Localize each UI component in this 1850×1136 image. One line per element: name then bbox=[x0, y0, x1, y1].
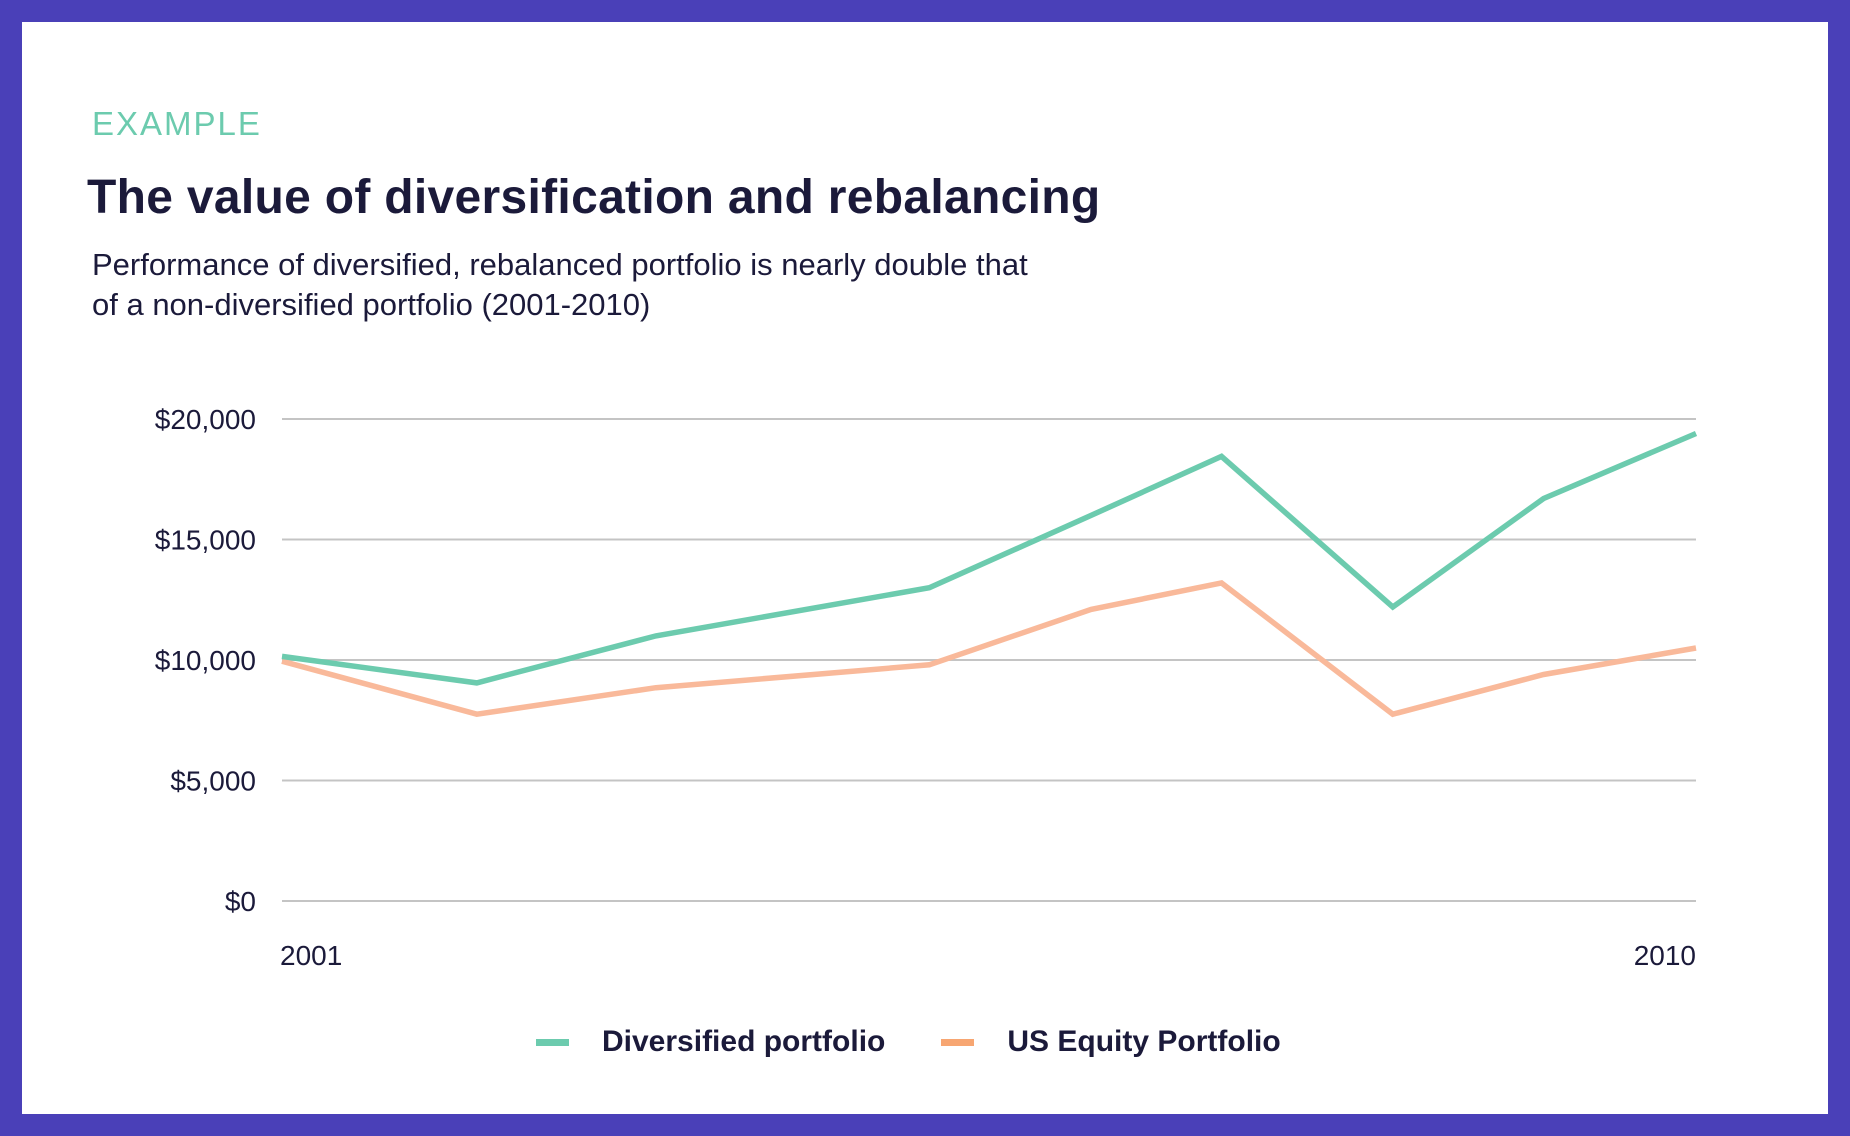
legend-swatch-us-equity bbox=[941, 1038, 975, 1046]
gridlines bbox=[282, 418, 1696, 902]
series-line-diversified bbox=[281, 430, 1698, 686]
series-line-us-equity bbox=[281, 579, 1697, 718]
legend-label: US Equity Portfolio bbox=[1007, 1025, 1281, 1058]
chart-title: The value of diversification and rebalan… bbox=[87, 171, 1101, 224]
chart-legend: Diversified portfolio US Equity Portfoli… bbox=[536, 1022, 1337, 1062]
legend-item-diversified: Diversified portfolio bbox=[536, 1022, 885, 1062]
legend-label: Diversified portfolio bbox=[602, 1025, 886, 1058]
legend-item-us-equity: US Equity Portfolio bbox=[941, 1022, 1281, 1062]
y-axis-ticks: $0 $5,000 $10,000 $15,000 $20,000 bbox=[155, 404, 256, 917]
y-tick-label: $0 bbox=[225, 886, 256, 917]
eyebrow-label: EXAMPLE bbox=[92, 105, 262, 142]
chart-card bbox=[22, 22, 1828, 1114]
y-tick-label: $15,000 bbox=[155, 525, 256, 556]
subtitle-line: of a non-diversified portfolio (2001-201… bbox=[92, 287, 651, 322]
y-tick-label: $20,000 bbox=[155, 404, 256, 435]
series-lines bbox=[281, 430, 1698, 718]
subtitle-line: Performance of diversified, rebalanced p… bbox=[92, 247, 1028, 282]
x-tick-label: 2010 bbox=[1634, 940, 1696, 971]
legend-swatch-diversified bbox=[536, 1038, 569, 1046]
chart-subtitle: Performance of diversified, rebalanced p… bbox=[92, 245, 1212, 325]
y-tick-label: $10,000 bbox=[155, 645, 256, 676]
x-tick-label: 2001 bbox=[280, 940, 342, 971]
y-tick-label: $5,000 bbox=[170, 766, 256, 797]
x-axis-ticks: 2001 2010 bbox=[280, 940, 1696, 971]
